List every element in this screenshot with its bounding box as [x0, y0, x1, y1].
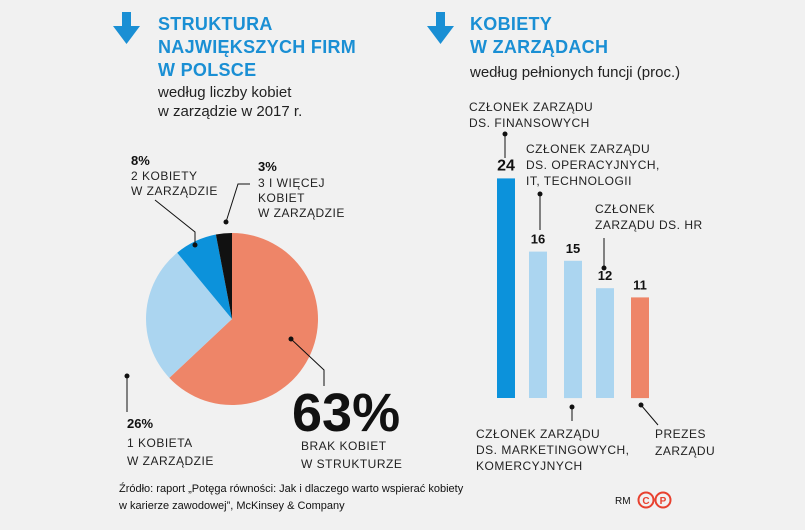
bar-leader-ceo [638, 402, 659, 426]
bar-label-hr-line-2: ZARZĄDU DS. HR [595, 218, 703, 232]
pie-label-2-women-line-1: 2 KOBIETY [131, 169, 198, 183]
bar-label-ceo-line-1: PREZES [655, 427, 706, 441]
bar-operations [529, 251, 547, 398]
pie-leader-1-woman [124, 373, 130, 412]
pie-slice-1-woman [146, 252, 232, 378]
pie-slice-3plus [215, 233, 232, 319]
left-title-line-2: NAJWIĘKSZYCH FIRM [158, 37, 356, 57]
bar-label-operations-line-1: CZŁONEK ZARZĄDU [526, 142, 650, 156]
pie-leader-2-women [154, 199, 198, 248]
right-down-arrow-icon [427, 12, 454, 44]
bar-leader-hr [601, 238, 607, 271]
pie-label-1-woman-line-2: W ZARZĄDZIE [127, 454, 214, 468]
pie-label-3plus-line-3: W ZARZĄDZIE [258, 206, 345, 220]
bar-leader-marketing [569, 404, 575, 421]
pie-label-2-women-line-2: W ZARZĄDZIE [131, 184, 218, 198]
bar-label-hr-line-1: CZŁONEK [595, 202, 655, 216]
bar-value-finance: 24 [497, 157, 515, 174]
bar-leader-operations [537, 191, 543, 230]
pie-label-none-line-2: W STRUKTURZE [301, 457, 402, 471]
bar-ceo [631, 297, 649, 399]
pie-pct-label-2-women: 8% [131, 153, 150, 168]
bar-label-operations-line-3: IT, TECHNOLOGII [526, 174, 632, 188]
bar-value-hr: 12 [598, 268, 612, 283]
pie-slice-none [169, 233, 319, 406]
copyright-logo-icon: C P [637, 491, 672, 509]
pie-leader-3plus [223, 183, 250, 225]
bar-label-finance-line-1: CZŁONEK ZARZĄDU [469, 100, 593, 114]
bar-label-marketing-line-1: CZŁONEK ZARZĄDU [476, 427, 600, 441]
bar-label-marketing-line-2: DS. MARKETINGOWYCH, [476, 443, 630, 457]
logo-letter-c: C [642, 496, 649, 507]
right-title-line-2: W ZARZĄDACH [470, 37, 608, 57]
bar-value-operations: 16 [531, 232, 545, 247]
pie-pct-label-1-woman: 26% [127, 416, 153, 431]
credit-text: RM [615, 496, 631, 507]
source-line-1: Źródło: raport „Potęga równości: Jak i d… [119, 482, 464, 495]
bar-leader-finance [502, 131, 508, 158]
bar-label-operations-line-2: DS. OPERACYJNYCH, [526, 158, 660, 172]
bar-chart: 24 16 15 12 11 [497, 157, 649, 399]
logo-letter-p: P [660, 496, 667, 507]
pie-pct-label-3plus: 3% [258, 159, 277, 174]
bar-value-ceo: 11 [633, 277, 647, 292]
pie-chart [146, 233, 319, 406]
left-title-line-1: STRUKTURA [158, 14, 273, 34]
bar-label-ceo-line-2: ZARZĄDU [655, 444, 715, 458]
bar-finance [497, 178, 515, 398]
pie-label-none-line-1: BRAK KOBIET [301, 439, 387, 453]
pie-label-3plus-line-1: 3 I WIĘCEJ [258, 176, 325, 190]
left-subtitle-line-2: w zarządzie w 2017 r. [157, 103, 302, 120]
right-title-line-1: KOBIETY [470, 14, 552, 34]
bar-label-finance-line-2: DS. FINANSOWYCH [469, 116, 590, 130]
left-title-line-3: W POLSCE [158, 60, 256, 80]
bar-hr [596, 288, 614, 398]
pie-pct-label-none: 63% [292, 383, 400, 443]
pie-label-1-woman-line-1: 1 KOBIETA [127, 436, 193, 450]
pie-label-3plus-line-2: KOBIET [258, 191, 305, 205]
left-subtitle-line-1: według liczby kobiet [157, 84, 292, 101]
source-line-2: w karierze zawodowej”, McKinsey & Compan… [118, 500, 345, 512]
pie-leader-none [288, 336, 325, 386]
pie-slice-2-women [177, 234, 232, 319]
bar-label-marketing-line-3: KOMERCYJNYCH [476, 459, 583, 473]
right-subtitle: według pełnionych funcji (proc.) [469, 64, 680, 81]
left-down-arrow-icon [113, 12, 140, 44]
bar-marketing [564, 260, 582, 399]
bar-value-marketing: 15 [566, 241, 580, 256]
